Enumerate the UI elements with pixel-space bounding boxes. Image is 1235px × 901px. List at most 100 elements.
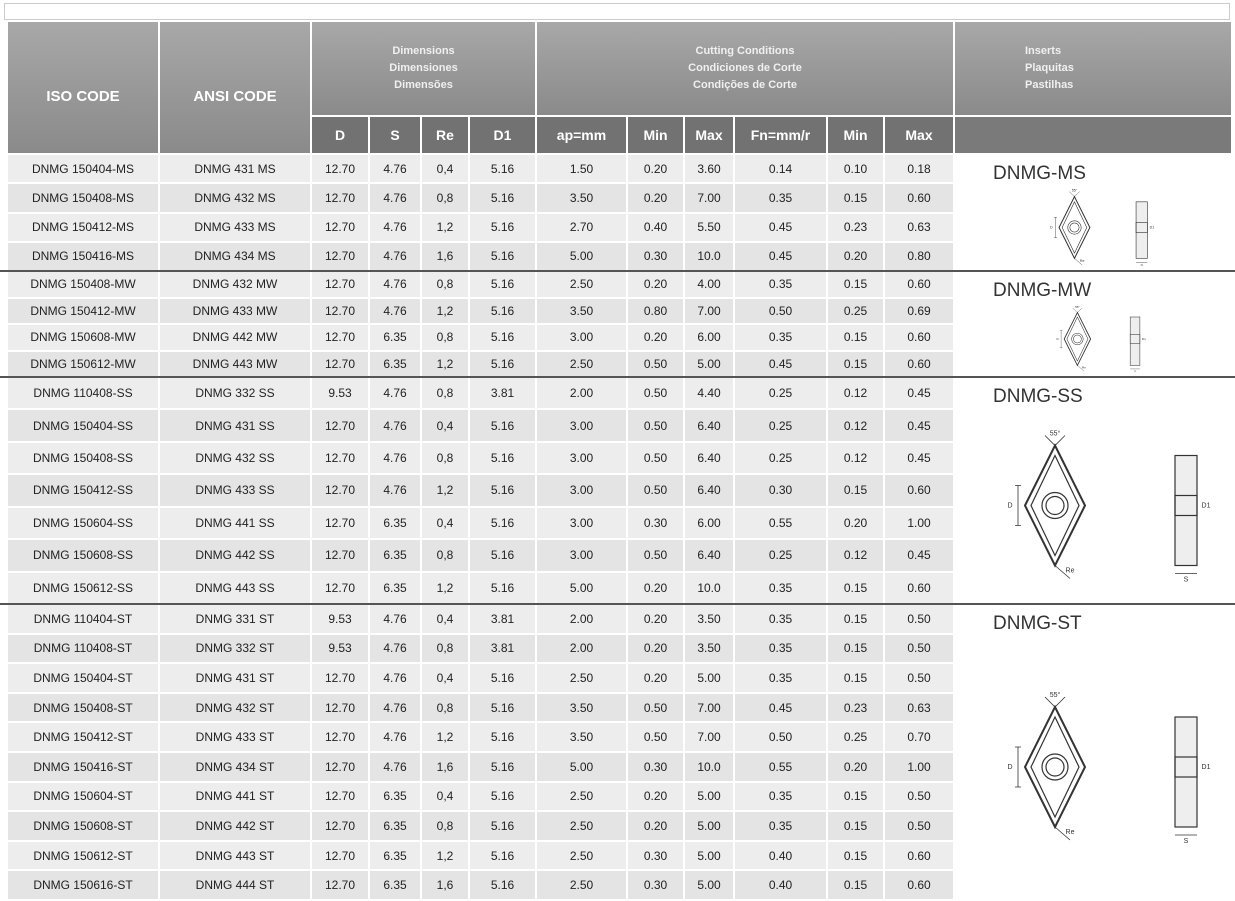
table-cell: 12.70: [312, 812, 368, 840]
table-cell: 0.60: [885, 351, 953, 376]
table-cell: 1.50: [537, 155, 626, 183]
table-cell: 3.50: [537, 298, 626, 323]
table-cell: 2.50: [537, 871, 626, 899]
table-cell: 1,2: [422, 298, 468, 323]
table-cell: 5.16: [470, 540, 535, 571]
table-cell: 0.12: [828, 410, 883, 441]
column-header: Max: [685, 117, 733, 153]
diagram-label: Re: [1066, 567, 1075, 574]
table-cell: 0.20: [828, 507, 883, 539]
table-cell: 10.0: [685, 242, 733, 270]
table-cell: 0.80: [885, 242, 953, 270]
table-cell: 0,8: [422, 378, 468, 409]
table-cell: 5.16: [470, 572, 535, 603]
table-cell: 12.70: [312, 298, 368, 323]
table-cell: DNMG 150608-ST: [8, 812, 158, 840]
table-cell: 3.00: [537, 507, 626, 539]
table-cell: 0.45: [885, 410, 953, 441]
table-cell: 0,4: [422, 507, 468, 539]
table-cell: 0.40: [628, 213, 683, 241]
group-separator: [0, 376, 1235, 378]
table-cell: 0,4: [422, 782, 468, 811]
table-cell: 1,6: [422, 242, 468, 270]
table-cell: 2.50: [537, 841, 626, 870]
table-cell: 0.25: [828, 723, 883, 751]
table-cell: DNMG 150616-ST: [8, 871, 158, 899]
table-cell: 0.15: [828, 812, 883, 840]
table-cell: 0,4: [422, 605, 468, 633]
table-cell: 4.76: [370, 155, 420, 183]
table-cell: 1,2: [422, 841, 468, 870]
table-cell: 4.76: [370, 475, 420, 506]
table-cell: 6.35: [370, 507, 420, 539]
table-cell: 4.76: [370, 442, 420, 474]
table-cell: DNMG 434 ST: [160, 753, 310, 781]
table-cell: DNMG 433 ST: [160, 723, 310, 751]
table-cell: 4.76: [370, 664, 420, 692]
table-cell: 0.15: [828, 605, 883, 633]
table-cell: 12.70: [312, 572, 368, 603]
table-cell: 0.20: [628, 605, 683, 633]
table-cell: 0.63: [885, 213, 953, 241]
table-cell: 0.50: [628, 378, 683, 409]
column-header: ap=mm: [537, 117, 626, 153]
table-cell: 2.50: [537, 664, 626, 692]
table-cell: 6.40: [685, 442, 733, 474]
table-cell: 5.16: [470, 812, 535, 840]
iso-header: ISO CODE: [8, 22, 158, 153]
cutting-header-line: Condições de Corte: [693, 79, 797, 91]
table-cell: 4.76: [370, 184, 420, 212]
table-cell: 0,8: [422, 693, 468, 722]
diagram-label: Re: [1082, 365, 1086, 369]
table-cell: 0,8: [422, 634, 468, 663]
insert-name: DNMG-SS: [993, 386, 1083, 407]
column-header: Min: [628, 117, 683, 153]
table-cell: 7.00: [685, 298, 733, 323]
column-header: D1: [470, 117, 535, 153]
table-cell: 1,2: [422, 213, 468, 241]
table-cell: 3.00: [537, 475, 626, 506]
insert-name: DNMG-MW: [993, 280, 1092, 301]
table-cell: DNMG 442 ST: [160, 812, 310, 840]
table-cell: 0.15: [828, 664, 883, 692]
inserts-header-line: Pastilhas: [1025, 79, 1074, 91]
table-cell: 5.16: [470, 871, 535, 899]
group-separator: [0, 270, 1235, 272]
table-cell: 4.00: [685, 272, 733, 297]
table-cell: DNMG 432 ST: [160, 693, 310, 722]
table-cell: 0.55: [735, 507, 826, 539]
table-cell: 4.76: [370, 298, 420, 323]
diagram-label: 55°: [1050, 429, 1061, 437]
table-cell: 0.10: [828, 155, 883, 183]
top-bar: [4, 3, 1230, 20]
diagram-label: D1: [1202, 502, 1211, 509]
table-cell: DNMG 150608-SS: [8, 540, 158, 571]
table-cell: 0.50: [885, 812, 953, 840]
table-cell: 0.60: [885, 184, 953, 212]
table-cell: 0.30: [628, 242, 683, 270]
table-cell: 0.45: [735, 242, 826, 270]
table-cell: 0.50: [628, 475, 683, 506]
table-cell: 0.45: [735, 351, 826, 376]
table-cell: 4.76: [370, 605, 420, 633]
table-cell: 0.20: [628, 572, 683, 603]
table-cell: 9.53: [312, 605, 368, 633]
table-cell: 0.20: [628, 634, 683, 663]
table-cell: 1,2: [422, 351, 468, 376]
diagram-label: D: [1056, 337, 1059, 341]
table-cell: DNMG 150612-SS: [8, 572, 158, 603]
table-cell: 0.50: [885, 634, 953, 663]
insert-diagram: 55° D D1 Re S: [1056, 306, 1146, 372]
table-cell: 0.20: [628, 184, 683, 212]
table-cell: DNMG 150408-MW: [8, 272, 158, 297]
table-cell: 9.53: [312, 378, 368, 409]
table-cell: 3.50: [537, 184, 626, 212]
table-cell: 12.70: [312, 272, 368, 297]
table-cell: 4.76: [370, 410, 420, 441]
table-cell: 12.70: [312, 871, 368, 899]
table-cell: 0.50: [735, 723, 826, 751]
table-cell: 5.00: [685, 664, 733, 692]
table-cell: 0.15: [828, 184, 883, 212]
table-cell: 0,8: [422, 812, 468, 840]
table-cell: 2.00: [537, 605, 626, 633]
